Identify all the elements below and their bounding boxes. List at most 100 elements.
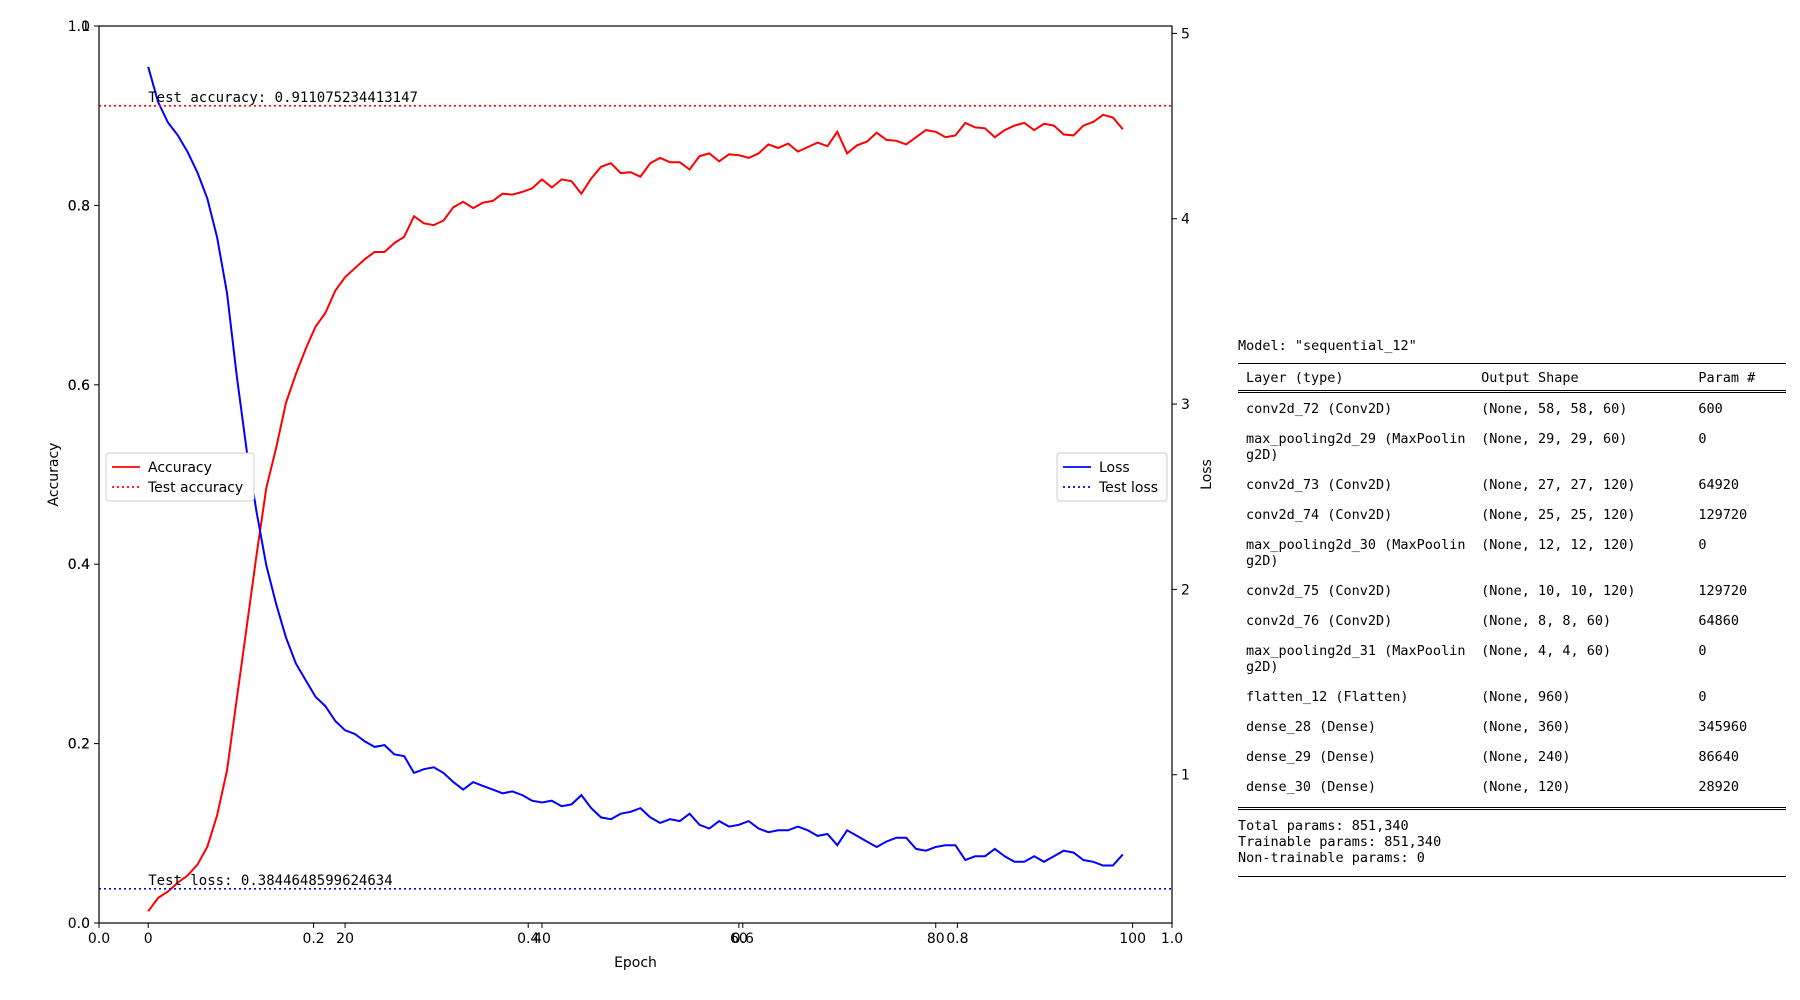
layer-name: conv2d_75 (Conv2D) [1246,583,1393,599]
layer-param-count: 28920 [1698,779,1739,795]
accuracy-line [147,113,1124,912]
layer-name: dense_30 (Dense) [1246,779,1377,795]
non-trainable-params: Non-trainable params: 0 [1238,850,1425,866]
summary-rule-double-bottom [1238,807,1786,810]
layer-param-count: 129720 [1698,507,1748,523]
layer-name: conv2d_72 (Conv2D) [1246,401,1393,417]
y-overlay-tick-label: 0.0 [68,916,90,932]
legend-box [105,452,255,502]
header-output-shape: Output Shape [1481,370,1579,386]
plot-area [99,26,1172,923]
layer-row: dense_29 (Dense) (None, 240) 86640 [1238,749,1788,765]
legend-label: Test accuracy [147,480,243,496]
legend-label: Test loss [1098,480,1158,496]
layer-output-shape: (None, 12, 12, 120) [1481,537,1636,553]
y-left-tick-label: 0 [81,916,90,932]
layer-output-shape: (None, 4, 4, 60) [1481,643,1612,659]
layer-row: max_pooling2d_31 (MaxPoolin g2D) (None, 4… [1238,643,1788,675]
x-tick-label: 40 [533,931,551,947]
overlay-x-tick-label: 0.2 [302,931,324,947]
layer-name: conv2d_74 (Conv2D) [1246,507,1393,523]
layer-output-shape: (None, 8, 8, 60) [1481,613,1612,629]
layer-param-count: 0 [1698,643,1707,659]
layer-param-count: 64920 [1698,477,1739,493]
legend-accuracy: Accuracy Test accuracy [105,452,255,502]
y-left-tick-label: 0.2 [68,737,90,753]
layer-row: conv2d_72 (Conv2D) (None, 58, 58, 60) 600 [1238,401,1788,417]
layer-row: max_pooling2d_30 (MaxPoolin g2D) (None, 1… [1238,537,1788,569]
layer-output-shape: (None, 29, 29, 60) [1481,431,1628,447]
y-right-tick-label: 5 [1181,26,1190,42]
header-param-count: Param # [1698,370,1756,386]
training-history-chart: Test accuracy: 0.911075234413147 Test los… [46,19,1215,971]
model-title: Model: "sequential_12" [1238,338,1417,354]
x-tick-label: 80 [927,931,945,947]
layer-name: max_pooling2d_29 (MaxPoolin g2D) [1246,431,1466,463]
overlay-x-tick-label: 0.8 [946,931,968,947]
layer-name: conv2d_76 (Conv2D) [1246,613,1393,629]
layer-output-shape: (None, 120) [1481,779,1571,795]
layer-param-count: 86640 [1698,749,1739,765]
layer-output-shape: (None, 960) [1481,689,1571,705]
layer-name: flatten_12 (Flatten) [1246,689,1409,705]
layer-output-shape: (None, 25, 25, 120) [1481,507,1636,523]
x-tick-label: 100 [1119,931,1146,947]
summary-rule-double [1238,390,1786,393]
y-overlay-tick-label: 0.6 [68,378,90,394]
y-left-tick-label: 0.4 [68,557,90,573]
legend-box [1056,452,1168,502]
y-right-tick-label: 3 [1181,397,1190,413]
loss-line [147,66,1124,867]
layer-param-count: 0 [1698,431,1707,447]
summary-header-row: Layer (type) Output Shape Param # [1238,370,1788,386]
y-left-tick-label: 0.8 [68,198,90,214]
layer-param-count: 0 [1698,689,1707,705]
y-right-axis-label: Loss [1199,459,1215,490]
layer-param-count: 129720 [1698,583,1748,599]
layer-param-count: 64860 [1698,613,1739,629]
layer-output-shape: (None, 360) [1481,719,1571,735]
plot-frame [98,25,1173,924]
layer-row: conv2d_76 (Conv2D) (None, 8, 8, 60) 64860 [1238,613,1788,629]
layer-output-shape: (None, 10, 10, 120) [1481,583,1636,599]
layer-name: dense_28 (Dense) [1246,719,1377,735]
layer-param-count: 345960 [1698,719,1748,735]
x-tick-label: 0 [144,931,153,947]
x-axis-label: Epoch [614,955,657,971]
model-summary: Model: "sequential_12" Layer (type) Outp… [1238,338,1788,877]
x-tick-label: 60 [730,931,748,947]
legend-label: Accuracy [148,460,212,476]
y-right-tick-label: 1 [1181,768,1190,784]
layer-table: conv2d_72 (Conv2D) (None, 58, 58, 60) 600 m… [1238,401,1788,795]
layer-row: dense_30 (Dense) (None, 120) 28920 [1238,779,1788,795]
layer-name: max_pooling2d_31 (MaxPoolin g2D) [1246,643,1466,675]
y-right-tick-label: 2 [1181,582,1190,598]
y-right-tick-label: 4 [1181,212,1190,228]
x-tick-label: 20 [336,931,354,947]
legend-label: Loss [1099,460,1130,476]
overlay-x-tick-label: 0.4 [517,931,539,947]
y-overlay-tick-label: 0.8 [68,198,90,214]
y-left-tick-label: 1 [81,19,90,35]
layer-param-count: 0 [1698,537,1707,553]
y-left-tick-label: 0.6 [68,378,90,394]
layer-row: conv2d_75 (Conv2D) (None, 10, 10, 120) 129… [1238,583,1788,599]
y-overlay-tick-label: 1.0 [68,19,90,35]
layer-row: max_pooling2d_29 (MaxPoolin g2D) (None, 2… [1238,431,1788,463]
overlay-x-tick-label: 1.0 [1161,931,1183,947]
layer-output-shape: (None, 27, 27, 120) [1481,477,1636,493]
layer-row: conv2d_73 (Conv2D) (None, 27, 27, 120) 649… [1238,477,1788,493]
layer-name: dense_29 (Dense) [1246,749,1377,765]
test-loss-annotation: Test loss: 0.3844648599624634 [148,873,392,889]
layer-output-shape: (None, 58, 58, 60) [1481,401,1628,417]
layer-name: conv2d_73 (Conv2D) [1246,477,1393,493]
summary-rule-bottom [1238,876,1786,877]
trainable-params: Trainable params: 851,340 [1238,834,1442,850]
total-params: Total params: 851,340 [1238,818,1409,834]
y-left-axis-label: Accuracy [46,443,62,507]
layer-param-count: 600 [1698,401,1723,417]
test-accuracy-annotation: Test accuracy: 0.911075234413147 [148,90,418,106]
layer-row: conv2d_74 (Conv2D) (None, 25, 25, 120) 129… [1238,507,1788,523]
layer-name: max_pooling2d_30 (MaxPoolin g2D) [1246,537,1466,569]
y-overlay-tick-label: 0.4 [68,557,90,573]
